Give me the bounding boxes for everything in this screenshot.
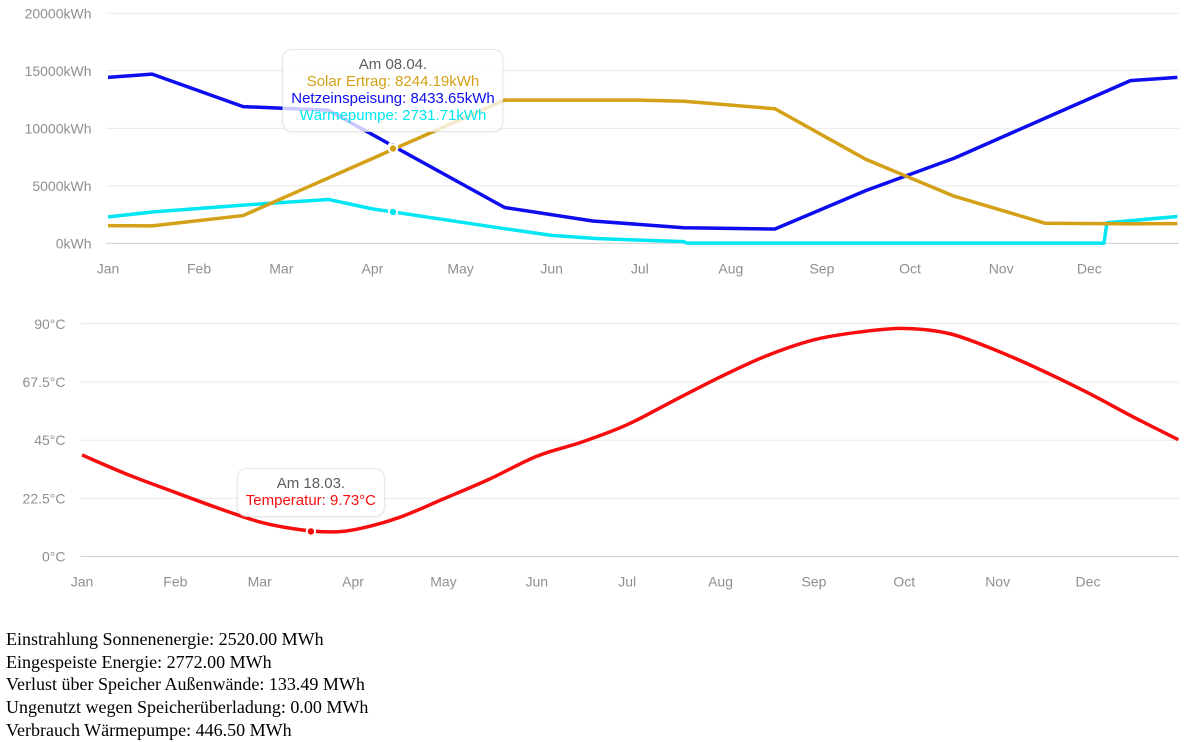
hover-point-marker (387, 206, 399, 218)
series-line-waermepumpe (107, 197, 1178, 245)
y-tick-label: 45°C (34, 432, 65, 448)
y-tick-label: 0°C (42, 549, 66, 565)
x-tick-label: Feb (163, 574, 187, 590)
temperature-tooltip-item: Temperatur: 9.73°C (245, 492, 377, 510)
energy-chart[interactable]: 0kWh 5000kWh 10000kWh 15000kWh 20000kWh Jan Fe… (25, 5, 1179, 277)
x-tick-label: Jul (618, 574, 636, 590)
x-tick-label: Apr (362, 261, 384, 277)
y-tick-label: 20000kWh (25, 5, 92, 21)
series-line-solar-ertrag (107, 98, 1178, 228)
y-tick-label: 5000kWh (32, 178, 91, 194)
x-tick-label: Jul (631, 261, 649, 277)
x-tick-label: Mar (248, 574, 272, 590)
y-tick-label: 67.5°C (23, 374, 66, 390)
energy-tooltip-item-waermepumpe: Wärmepumpe: 2731.71kWh (299, 107, 487, 125)
hover-point-marker (305, 526, 317, 537)
x-tick-label: Sep (801, 574, 826, 590)
x-tick-label: Apr (342, 574, 364, 590)
x-tick-label: Jan (97, 261, 120, 277)
energy-tooltip-date: Am 08.04. (358, 56, 428, 74)
temperature-chart[interactable]: 0°C 22.5°C 45°C 67.5°C 90°C Jan Feb Mar Apr May Ju… (23, 316, 1180, 590)
temperature-tooltip-date: Am 18.03. (276, 475, 346, 493)
y-tick-label: 0kWh (56, 235, 92, 251)
energy-tooltip: Am 08.04. Solar Ertrag: 8244.19kWh Netze… (282, 48, 504, 132)
x-tick-label: May (447, 261, 473, 277)
series-line-temperatur (81, 326, 1180, 534)
energy-tooltip-item-solar: Solar Ertrag: 8244.19kWh (306, 73, 480, 91)
y-tick-label: 90°C (34, 316, 65, 332)
x-tick-label: Mar (269, 261, 293, 277)
x-tick-label: Aug (718, 261, 743, 277)
x-tick-label: Sep (809, 261, 834, 277)
x-tick-label: May (430, 574, 456, 590)
summary-line-einstrahlung: Einstrahlung Sonnenenergie: 2520.00 MWh (6, 629, 324, 649)
x-tick-label: Jun (526, 574, 549, 590)
x-tick-label: Dec (1077, 261, 1102, 277)
x-tick-label: Nov (985, 574, 1010, 590)
x-tick-label: Oct (893, 574, 915, 590)
summary-line-ungenutzt: Ungenutzt wegen Speicherüberladung: 0.00… (6, 697, 369, 718)
y-tick-label: 15000kWh (25, 63, 92, 79)
temperature-tooltip: Am 18.03. Temperatur: 9.73°C (236, 467, 386, 517)
x-tick-label: Jun (540, 261, 563, 277)
y-tick-label: 22.5°C (23, 490, 66, 506)
y-tick-label: 10000kWh (25, 120, 92, 136)
x-tick-label: Oct (899, 261, 921, 277)
energy-tooltip-item-netz: Netzeinspeisung: 8433.65kWh (291, 90, 495, 108)
x-tick-label: Nov (989, 261, 1014, 277)
series-line-netzeinspeisung (107, 72, 1178, 231)
summary-line-eingespeist: Eingespeiste Energie: 2772.00 MWh (6, 651, 272, 672)
x-tick-label: Feb (187, 261, 211, 277)
x-tick-label: Dec (1076, 574, 1101, 590)
hover-point-marker (387, 143, 399, 154)
summary-line-verbrauch: Verbrauch Wärmepumpe: 446.50 MWh (6, 719, 292, 740)
x-tick-label: Aug (708, 574, 733, 590)
summary-line-verlust: Verlust über Speicher Außenwände: 133.49… (6, 674, 365, 695)
x-tick-label: Jan (71, 574, 94, 590)
summary-block: Einstrahlung Sonnenenergie: 2520.00 MWh … (6, 628, 368, 742)
